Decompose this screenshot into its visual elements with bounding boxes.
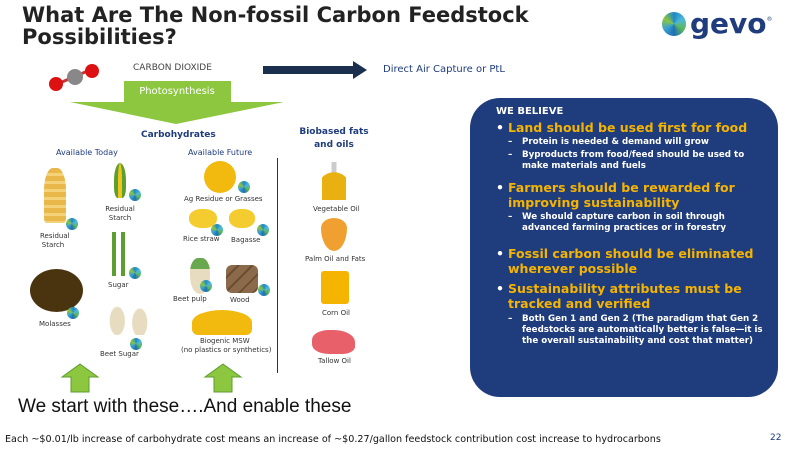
residual-starch-label: Residual Starch bbox=[40, 232, 70, 249]
ag-residue-label: Ag Residue or Grasses bbox=[184, 195, 263, 203]
bagasse-label: Bagasse bbox=[231, 236, 261, 244]
palm-oil-label: Palm Oil and Fats bbox=[305, 255, 366, 263]
biogenic-msw-label: Biogenic MSW bbox=[200, 337, 250, 345]
molasses-icon bbox=[30, 269, 83, 312]
gevo-flower-icon bbox=[129, 189, 141, 201]
gevo-flower-icon bbox=[130, 338, 142, 350]
photosynthesis-arrow bbox=[70, 81, 284, 124]
bagasse-icon bbox=[229, 209, 255, 228]
we-believe-heading: WE BELIEVE bbox=[496, 106, 564, 117]
dac-label: Direct Air Capture or PtL bbox=[383, 64, 505, 75]
belief-point: Sustainability attributes must be tracke… bbox=[496, 281, 766, 311]
beet-sugar-icon bbox=[106, 300, 151, 335]
ag-residue-icon bbox=[204, 161, 236, 193]
biogenic-msw-note: (no plastics or synthetics) bbox=[181, 346, 272, 354]
vegetable-oil-label: Vegetable Oil bbox=[313, 205, 360, 213]
we-believe-panel: WE BELIEVE Land should be used first for… bbox=[470, 98, 778, 397]
gevo-flower-icon bbox=[211, 224, 223, 236]
corn-oil-label: Corn Oil bbox=[322, 309, 350, 317]
carbohydrates-heading: Carbohydrates bbox=[141, 130, 216, 140]
rice-straw-icon bbox=[189, 209, 217, 228]
wood-label: Wood bbox=[230, 296, 250, 304]
co2-molecule-icon bbox=[49, 64, 99, 91]
co2-label: CARBON DIOXIDE bbox=[133, 63, 212, 73]
belief-point: Farmers should be rewarded for improving… bbox=[496, 180, 766, 210]
fats-heading: Biobased fats and oils bbox=[299, 127, 369, 150]
corn-oil-icon bbox=[321, 271, 349, 304]
photosynthesis-label: Photosynthesis bbox=[139, 86, 215, 97]
corn-icon bbox=[114, 163, 126, 198]
tallow-icon bbox=[312, 330, 355, 354]
gevo-flower-icon bbox=[258, 284, 270, 296]
wheat-icon bbox=[44, 168, 66, 223]
belief-subpoint: Protein is needed & demand will grow bbox=[496, 137, 766, 148]
gevo-flower-icon bbox=[129, 267, 141, 279]
belief-point: Fossil carbon should be eliminated where… bbox=[496, 246, 766, 276]
sugar-cane-icon bbox=[112, 232, 130, 276]
available-today-heading: Available Today bbox=[56, 148, 118, 157]
divider bbox=[277, 158, 278, 373]
logo-mark: ® bbox=[766, 16, 773, 23]
belief-subpoint: We should capture carbon in soil through… bbox=[496, 212, 766, 234]
palm-oil-icon bbox=[321, 218, 347, 251]
wood-icon bbox=[226, 265, 258, 293]
sugar-label: Sugar bbox=[108, 281, 129, 289]
gevo-flower-icon bbox=[200, 280, 212, 292]
gevo-flower-icon bbox=[238, 181, 250, 193]
belief-subpoint: Both Gen 1 and Gen 2 (The paradigm that … bbox=[496, 314, 766, 347]
gevo-flower-icon bbox=[66, 218, 78, 230]
gevo-flower-icon bbox=[662, 12, 686, 36]
enable-text: We start with these….And enable these bbox=[18, 396, 352, 417]
dac-arrow-icon bbox=[263, 61, 367, 79]
belief-point: Land should be used first for food bbox=[496, 120, 766, 135]
belief-subpoint: Byproducts from food/feed should be used… bbox=[496, 150, 766, 172]
tallow-oil-label: Tallow Oil bbox=[318, 357, 351, 365]
page-title: What Are The Non-fossil Carbon Feedstock… bbox=[22, 3, 529, 49]
gevo-flower-icon bbox=[67, 307, 79, 319]
biogenic-msw-icon bbox=[192, 310, 252, 335]
rice-straw-label: Rice straw bbox=[183, 235, 220, 243]
up-arrow-icon bbox=[203, 363, 243, 393]
footer-note: Each ~$0.01/lb increase of carbohydrate … bbox=[5, 434, 661, 445]
residual-starch-label: Residual Starch bbox=[105, 205, 135, 222]
beet-sugar-label: Beet Sugar bbox=[100, 350, 139, 358]
logo-text: gevo bbox=[690, 7, 767, 40]
gevo-flower-icon bbox=[257, 224, 269, 236]
vegetable-oil-icon bbox=[322, 162, 346, 200]
molasses-label: Molasses bbox=[39, 320, 71, 328]
gevo-logo: gevo ® bbox=[662, 10, 773, 38]
page-number: 22 bbox=[770, 433, 782, 443]
available-future-heading: Available Future bbox=[188, 148, 253, 157]
up-arrow-icon bbox=[60, 363, 100, 393]
beet-pulp-label: Beet pulp bbox=[173, 295, 207, 303]
